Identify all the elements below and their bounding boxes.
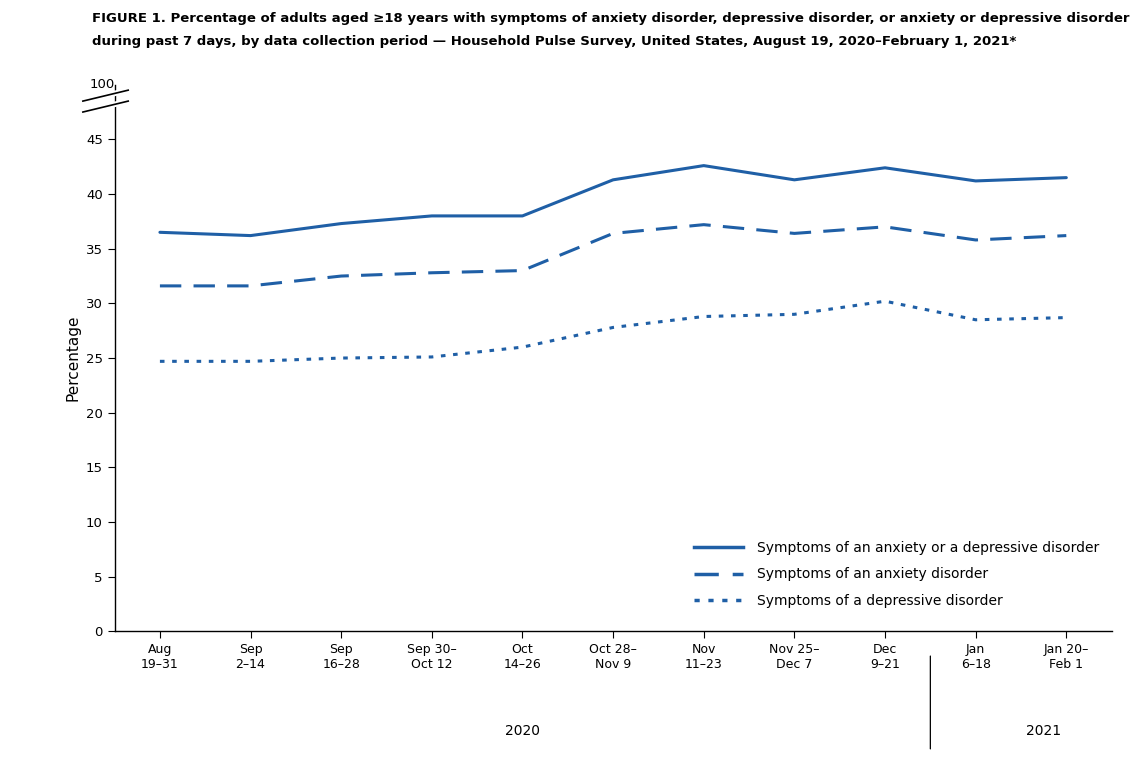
Y-axis label: Percentage: Percentage — [65, 315, 80, 401]
Text: 100: 100 — [89, 79, 115, 91]
Text: 2021: 2021 — [1026, 725, 1061, 738]
Text: during past 7 days, by data collection period — Household Pulse Survey, United S: during past 7 days, by data collection p… — [92, 35, 1017, 48]
Text: 2020: 2020 — [505, 725, 540, 738]
Legend: Symptoms of an anxiety or a depressive disorder, Symptoms of an anxiety disorder: Symptoms of an anxiety or a depressive d… — [689, 535, 1105, 614]
Text: FIGURE 1. Percentage of adults aged ≥18 years with symptoms of anxiety disorder,: FIGURE 1. Percentage of adults aged ≥18 … — [92, 12, 1129, 25]
